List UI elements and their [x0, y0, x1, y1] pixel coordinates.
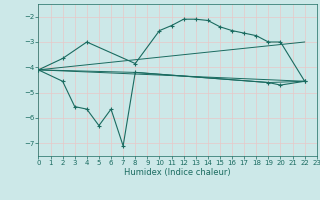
X-axis label: Humidex (Indice chaleur): Humidex (Indice chaleur) [124, 168, 231, 177]
